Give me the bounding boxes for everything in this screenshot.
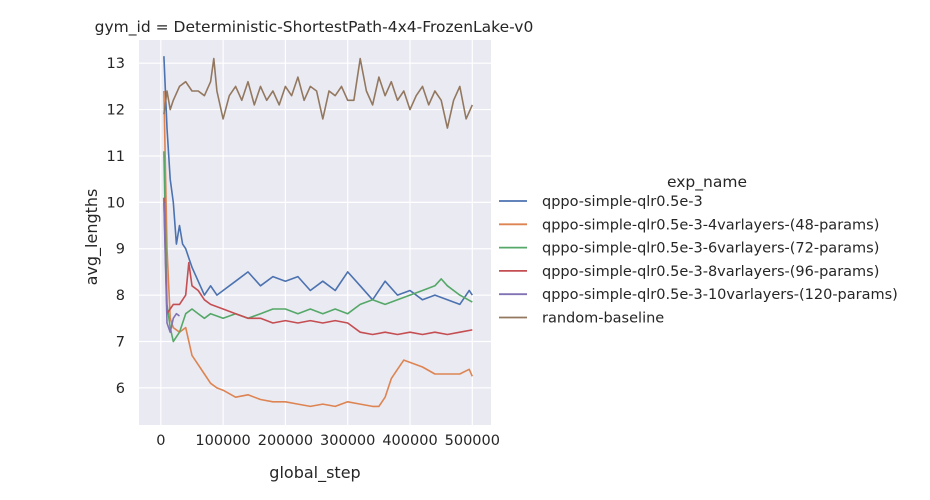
series-line-5: [163, 57, 474, 129]
chart-title: gym_id = Deterministic-ShortestPath-4x4-…: [95, 18, 534, 37]
y-tick-label: 9: [116, 242, 125, 258]
legend: exp_name qppo-simple-qlr0.5e-3 qppo-simpl…: [499, 173, 898, 327]
y-tick-label: 6: [116, 381, 125, 397]
y-tick-label: 8: [116, 288, 125, 304]
series-line-0: [163, 56, 473, 306]
plot-area: [139, 40, 491, 425]
x-tick-label: 300000: [320, 433, 375, 449]
y-tick-label: 10: [107, 195, 125, 211]
x-axis-label: global_step: [269, 463, 360, 483]
x-tick-label: 0: [156, 433, 165, 449]
series-line-1: [163, 90, 474, 408]
y-tick-label: 11: [107, 149, 125, 165]
x-tick-label: 400000: [382, 433, 437, 449]
y-tick-labels: 6 7 8 9 10 11 12 13: [107, 56, 125, 397]
y-tick-label: 7: [116, 335, 125, 351]
y-tick-label: 12: [107, 103, 125, 119]
x-tick-labels: 0 100000 200000 300000 400000 500000: [156, 433, 500, 449]
x-tick-label: 200000: [258, 433, 313, 449]
x-tick-label: 500000: [445, 433, 500, 449]
y-axis-label: avg_lengths: [82, 189, 102, 286]
series-lines: [163, 56, 474, 408]
legend-entry: qppo-simple-qlr0.5e-3-4varlayers-(48-par…: [542, 217, 879, 233]
y-tick-label: 13: [107, 56, 125, 72]
legend-entry: qppo-simple-qlr0.5e-3: [542, 194, 703, 210]
series-line-4: [163, 202, 180, 334]
x-tick-label: 100000: [195, 433, 250, 449]
legend-title: exp_name: [667, 173, 747, 192]
series-line-3: [163, 197, 473, 336]
legend-entry: qppo-simple-qlr0.5e-3-6varlayers-(72-par…: [542, 241, 879, 257]
legend-entry: qppo-simple-qlr0.5e-3-10varlayers-(120-p…: [542, 287, 898, 303]
series-line-2: [163, 151, 473, 343]
grid: [139, 40, 491, 425]
legend-entry: random-baseline: [542, 311, 664, 327]
legend-entry: qppo-simple-qlr0.5e-3-8varlayers-(96-par…: [542, 264, 879, 280]
